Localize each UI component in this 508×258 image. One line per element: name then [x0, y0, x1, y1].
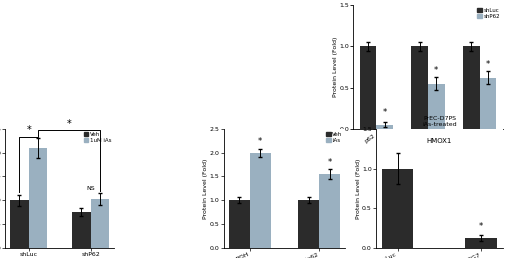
- Bar: [91, 199, 109, 248]
- Bar: [72, 212, 91, 248]
- Bar: [319, 174, 340, 248]
- Y-axis label: Protein Level (Fold): Protein Level (Fold): [333, 37, 338, 97]
- Text: *: *: [26, 125, 31, 135]
- Bar: [480, 78, 496, 129]
- Title: PrEC-D7PS
iAs-treated: PrEC-D7PS iAs-treated: [422, 116, 457, 127]
- Text: NS: NS: [86, 186, 95, 191]
- Text: *: *: [258, 137, 262, 146]
- Text: *: *: [434, 66, 438, 75]
- Bar: [376, 125, 393, 129]
- Legend: shLuc, shP62: shLuc, shP62: [478, 8, 500, 19]
- Legend: Veh, iAs: Veh, iAs: [326, 132, 343, 143]
- Bar: [28, 148, 47, 248]
- Bar: [463, 46, 480, 129]
- Bar: [250, 153, 271, 248]
- Text: *: *: [486, 60, 490, 69]
- Bar: [382, 168, 414, 248]
- Bar: [298, 200, 319, 248]
- Bar: [411, 46, 428, 129]
- Y-axis label: Protein Level (Fold): Protein Level (Fold): [356, 158, 361, 219]
- Text: *: *: [67, 119, 71, 130]
- Bar: [229, 200, 250, 248]
- Text: HMOX1: HMOX1: [427, 139, 452, 144]
- Bar: [360, 46, 376, 129]
- Text: *: *: [479, 222, 484, 231]
- Text: *: *: [327, 157, 332, 166]
- Bar: [10, 200, 28, 248]
- Bar: [465, 238, 497, 248]
- Text: *: *: [383, 108, 387, 117]
- Legend: Veh, 1uM iAs: Veh, 1uM iAs: [84, 132, 112, 143]
- Y-axis label: Protein Level (Fold): Protein Level (Fold): [203, 158, 208, 219]
- Bar: [428, 84, 444, 129]
